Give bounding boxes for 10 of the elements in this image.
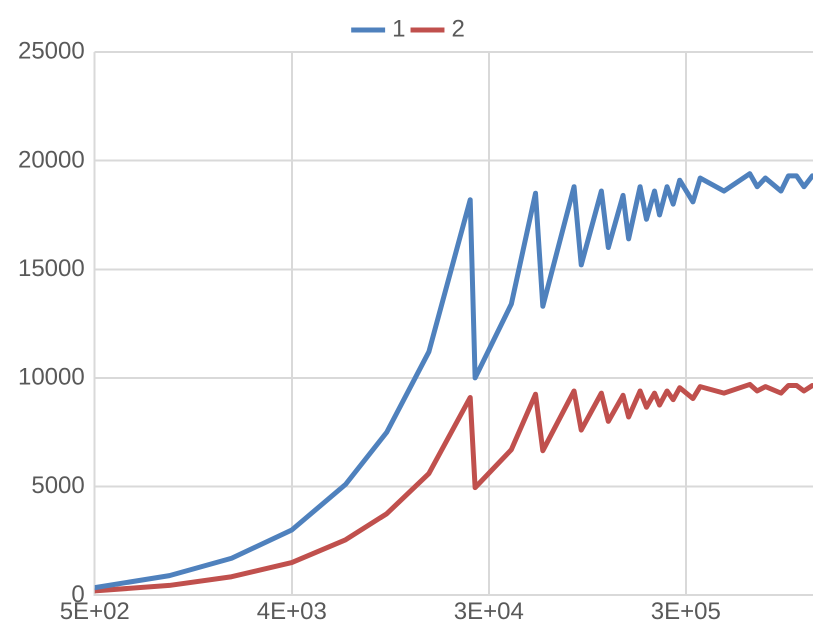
legend-label: 1: [392, 16, 406, 43]
x-tick-label: 3E+04: [454, 598, 524, 626]
x-tick-label: 3E+05: [650, 598, 721, 626]
y-tick-label: 5000: [31, 472, 85, 500]
y-tick-label: 15000: [18, 254, 85, 282]
y-tick-label: 25000: [18, 38, 85, 65]
legend-label: 2: [452, 16, 465, 43]
x-tick-label: 4E+03: [256, 598, 327, 626]
y-tick-label: 10000: [18, 364, 85, 391]
y-tick-label: 20000: [18, 146, 85, 174]
